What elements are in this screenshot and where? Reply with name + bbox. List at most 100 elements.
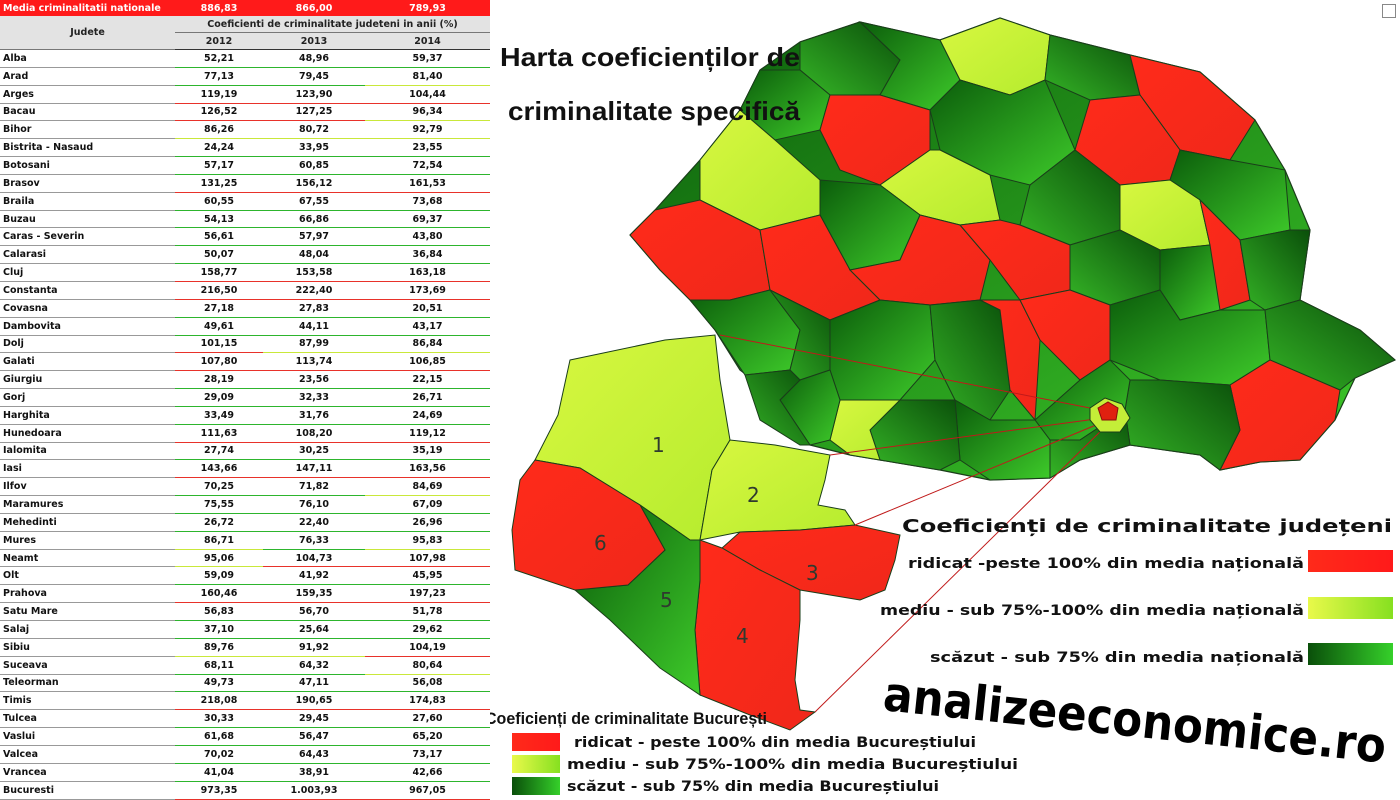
county-shapes bbox=[629, 17, 1396, 481]
county-name: Galati bbox=[0, 352, 175, 372]
county-name: Satu Mare bbox=[0, 602, 175, 621]
county-value-2012: 973,35 bbox=[175, 781, 263, 800]
table-row: Harghita 33,49 31,76 24,69 bbox=[0, 406, 490, 425]
county-value-2012: 26,72 bbox=[175, 513, 263, 532]
county-value-2013: 66,86 bbox=[263, 210, 365, 229]
county-shape bbox=[1239, 229, 1311, 311]
county-shape bbox=[1124, 379, 1241, 471]
table-row: Timis 218,08 190,65 174,83 bbox=[0, 691, 490, 711]
table-row: Mures 86,71 76,33 95,83 bbox=[0, 531, 490, 550]
county-value-2012: 101,15 bbox=[175, 335, 263, 354]
county-value-2014: 173,69 bbox=[365, 281, 490, 300]
county-name: Harghita bbox=[0, 406, 175, 425]
county-value-2014: 22,15 bbox=[365, 370, 490, 390]
legend-label-scazut: scăzut - sub 75% din media națională bbox=[930, 650, 1304, 666]
table-row: Bihor 86,26 80,72 92,79 bbox=[0, 120, 490, 140]
table-row: Teleorman 49,73 47,11 56,08 bbox=[0, 674, 490, 693]
county-value-2014: 197,23 bbox=[365, 584, 490, 604]
county-value-2013: 47,11 bbox=[263, 674, 365, 693]
county-name: Mehedinti bbox=[0, 513, 175, 532]
county-legend: Coeficienți de criminalitate județeni ri… bbox=[880, 516, 1393, 666]
bucharest-label-mediu: mediu - sub 75%-100% din media București… bbox=[567, 757, 1018, 773]
county-name: Calarasi bbox=[0, 245, 175, 265]
county-name: Arges bbox=[0, 85, 175, 104]
county-value-2012: 59,09 bbox=[175, 566, 263, 586]
column-2014: 2014 bbox=[365, 32, 490, 50]
county-value-2014: 86,84 bbox=[365, 335, 490, 354]
county-name: Maramures bbox=[0, 495, 175, 514]
county-value-2014: 84,69 bbox=[365, 477, 490, 497]
county-value-2014: 45,95 bbox=[365, 566, 490, 586]
county-value-2012: 49,61 bbox=[175, 317, 263, 336]
county-value-2014: 43,80 bbox=[365, 227, 490, 247]
table-row: Suceava 68,11 64,32 80,64 bbox=[0, 656, 490, 675]
table-row: Prahova 160,46 159,35 197,23 bbox=[0, 584, 490, 604]
county-value-2012: 70,25 bbox=[175, 477, 263, 497]
national-average-2012: 886,83 bbox=[175, 0, 263, 16]
table-row: Botosani 57,17 60,85 72,54 bbox=[0, 156, 490, 175]
corner-frame bbox=[1382, 4, 1396, 18]
table-row: Constanta 216,50 222,40 173,69 bbox=[0, 281, 490, 300]
county-value-2012: 160,46 bbox=[175, 584, 263, 604]
county-name: Bistrita - Nasaud bbox=[0, 138, 175, 158]
county-value-2012: 143,66 bbox=[175, 459, 263, 479]
county-value-2013: 64,32 bbox=[263, 656, 365, 675]
county-value-2013: 38,91 bbox=[263, 763, 365, 782]
county-name: Timis bbox=[0, 691, 175, 711]
county-value-2012: 41,04 bbox=[175, 763, 263, 782]
county-value-2012: 60,55 bbox=[175, 192, 263, 211]
county-value-2014: 35,19 bbox=[365, 442, 490, 461]
county-value-2013: 25,64 bbox=[263, 620, 365, 639]
county-value-2013: 56,47 bbox=[263, 727, 365, 746]
sector-label-2: 2 bbox=[747, 483, 760, 507]
county-name: Dolj bbox=[0, 335, 175, 354]
county-name: Vrancea bbox=[0, 763, 175, 782]
bucharest-connector-lines bbox=[719, 334, 1111, 713]
county-name: Ilfov bbox=[0, 477, 175, 497]
county-name: Ialomita bbox=[0, 442, 175, 461]
county-value-2013: 48,96 bbox=[263, 49, 365, 68]
county-value-2014: 51,78 bbox=[365, 602, 490, 621]
county-value-2013: 64,43 bbox=[263, 745, 365, 764]
county-name: Cluj bbox=[0, 263, 175, 282]
county-value-2014: 65,20 bbox=[365, 727, 490, 746]
county-value-2013: 22,40 bbox=[263, 513, 365, 532]
sector-label-3: 3 bbox=[806, 561, 819, 585]
sector-label-1: 1 bbox=[652, 433, 665, 457]
county-value-2014: 36,84 bbox=[365, 245, 490, 265]
county-value-2012: 52,21 bbox=[175, 49, 263, 68]
county-name: Teleorman bbox=[0, 674, 175, 693]
county-value-2014: 56,08 bbox=[365, 674, 490, 693]
romania-criminality-map: 1 2 3 4 5 6 Harta coeficienților de crim… bbox=[490, 17, 1396, 795]
county-value-2012: 75,55 bbox=[175, 495, 263, 514]
table-row: Giurgiu 28,19 23,56 22,15 bbox=[0, 370, 490, 390]
county-value-2014: 67,09 bbox=[365, 495, 490, 514]
county-value-2013: 33,95 bbox=[263, 138, 365, 158]
bucharest-legend-title: Coeficienți de criminalitate București bbox=[490, 709, 767, 728]
county-value-2014: 27,60 bbox=[365, 709, 490, 729]
sector-2-shape bbox=[699, 439, 856, 541]
table-row: Satu Mare 56,83 56,70 51,78 bbox=[0, 602, 490, 621]
county-value-2013: 67,55 bbox=[263, 192, 365, 211]
county-name: Hunedoara bbox=[0, 424, 175, 443]
county-value-2014: 174,83 bbox=[365, 691, 490, 711]
county-value-2013: 32,33 bbox=[263, 388, 365, 407]
county-value-2013: 41,92 bbox=[263, 566, 365, 586]
county-shape bbox=[954, 399, 1051, 481]
table-row: Vaslui 61,68 56,47 65,20 bbox=[0, 727, 490, 746]
table-row: Tulcea 30,33 29,45 27,60 bbox=[0, 709, 490, 729]
county-value-2012: 27,74 bbox=[175, 442, 263, 461]
county-value-2014: 107,98 bbox=[365, 549, 490, 568]
county-value-2012: 86,71 bbox=[175, 531, 263, 550]
county-value-2014: 26,71 bbox=[365, 388, 490, 407]
county-value-2012: 24,24 bbox=[175, 138, 263, 158]
county-value-2013: 190,65 bbox=[263, 691, 365, 711]
county-value-2012: 119,19 bbox=[175, 85, 263, 104]
county-value-2013: 71,82 bbox=[263, 477, 365, 497]
county-name: Mures bbox=[0, 531, 175, 550]
county-name: Caras - Severin bbox=[0, 227, 175, 247]
county-value-2013: 91,92 bbox=[263, 638, 365, 657]
sector-labels: 1 2 3 4 5 6 bbox=[594, 433, 819, 648]
table-row: Bucuresti 973,35 1.003,93 967,05 bbox=[0, 781, 490, 800]
county-value-2013: 48,04 bbox=[263, 245, 365, 265]
